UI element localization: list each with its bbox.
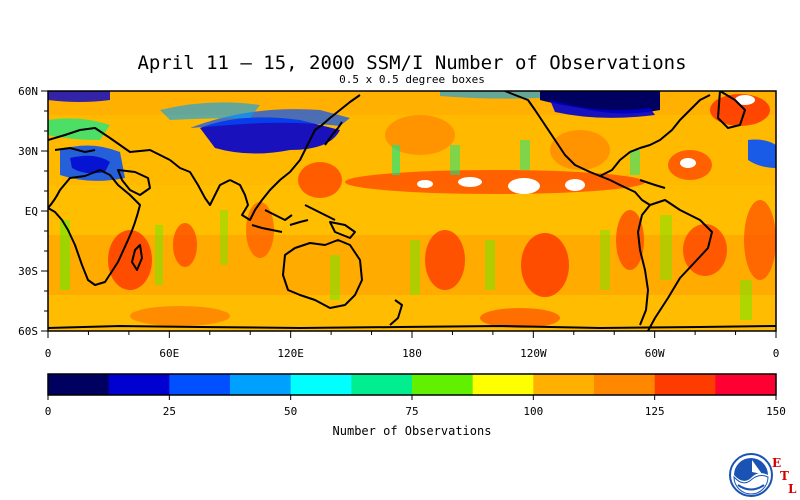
observation-density-field xyxy=(48,91,776,331)
lat-label: 60S xyxy=(18,325,38,338)
coastlines xyxy=(48,91,776,331)
colorbar-swatch xyxy=(108,374,170,395)
colorbar-tick-label: 125 xyxy=(645,405,665,418)
logo-letter-t: T xyxy=(780,469,789,483)
noaa-emblem-icon xyxy=(729,453,773,497)
map-subtitle: 0.5 x 0.5 degree boxes xyxy=(339,73,485,86)
colorbar xyxy=(48,374,777,395)
colorbar-swatch xyxy=(412,374,474,395)
colorbar-tick-label: 150 xyxy=(766,405,786,418)
latitude-axis: 60N 30N EQ 30S 60S xyxy=(18,85,48,338)
colorbar-swatch xyxy=(48,374,110,395)
lon-label: 120E xyxy=(277,347,304,360)
colorbar-swatch xyxy=(351,374,413,395)
lon-label: 120W xyxy=(520,347,547,360)
colorbar-tick-label: 75 xyxy=(405,405,418,418)
colorbar-swatch xyxy=(472,374,534,395)
colorbar-tick-label: 0 xyxy=(45,405,52,418)
lon-label: 60E xyxy=(159,347,179,360)
colorbar-swatch xyxy=(715,374,777,395)
colorbar-swatch xyxy=(654,374,716,395)
lon-label: 60W xyxy=(645,347,665,360)
lon-label: 0 xyxy=(45,347,52,360)
logo-letter-e: E xyxy=(772,456,782,470)
lat-label: 30N xyxy=(18,145,38,158)
colorbar-label: Number of Observations xyxy=(332,424,492,438)
colorbar-tick-label: 25 xyxy=(163,405,176,418)
map-title: April 11 – 15, 2000 SSM/I Number of Obse… xyxy=(137,52,687,74)
lat-label: EQ xyxy=(25,205,38,218)
colorbar-ticks: 0 25 50 75 100 125 150 xyxy=(45,395,786,418)
noaa-etl-logo: E T L xyxy=(728,452,798,498)
lon-label: 180 xyxy=(402,347,422,360)
lon-label: 0 xyxy=(773,347,780,360)
colorbar-tick-label: 50 xyxy=(284,405,297,418)
colorbar-tick-label: 100 xyxy=(523,405,543,418)
colorbar-swatch xyxy=(169,374,231,395)
lat-label: 60N xyxy=(18,85,38,98)
longitude-axis: 0 60E 120E 180 120W 60W 0 xyxy=(45,331,780,360)
lat-label: 30S xyxy=(18,265,38,278)
colorbar-swatch xyxy=(533,374,595,395)
logo-letter-l: L xyxy=(788,482,797,496)
colorbar-swatch xyxy=(230,374,292,395)
colorbar-swatch xyxy=(290,374,352,395)
colorbar-swatch xyxy=(594,374,656,395)
